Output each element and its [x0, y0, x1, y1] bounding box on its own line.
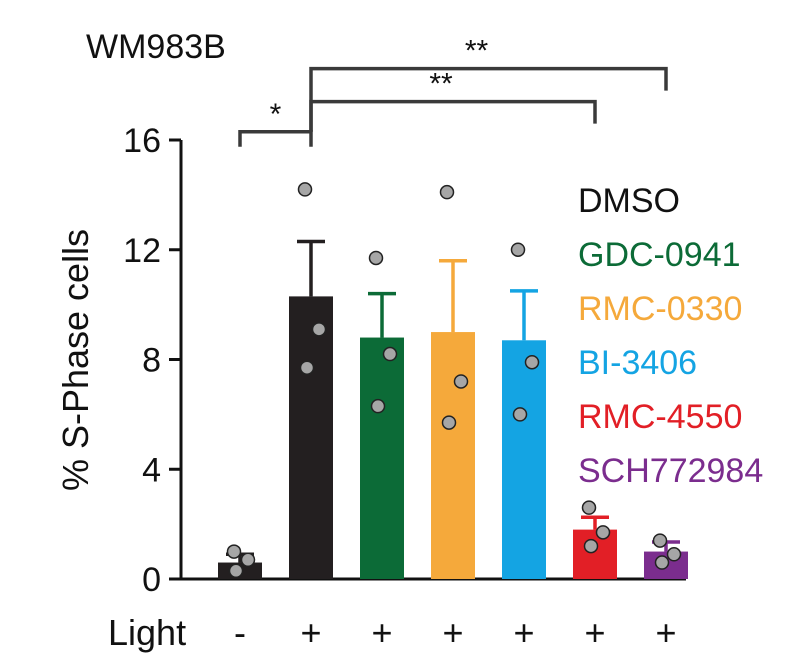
data-point-0-2	[228, 563, 244, 579]
data-point-0-0	[226, 544, 242, 559]
data-point-1-0	[297, 182, 313, 197]
significance-label-0: *	[270, 98, 282, 131]
data-point-3-1	[453, 374, 469, 389]
data-point-6-1	[666, 547, 682, 562]
legend-item-4: RMC-4550	[578, 398, 742, 436]
bar-1	[289, 296, 333, 579]
y-tick-label-2: 8	[142, 342, 161, 380]
significance-bracket-0	[238, 130, 313, 147]
data-point-6-0	[652, 533, 668, 548]
data-point-4-1	[524, 354, 540, 370]
x-axis-label: Light	[108, 612, 186, 653]
legend-item-3: BI-3406	[578, 344, 697, 382]
data-point-3-2	[441, 415, 457, 430]
data-point-2-0	[368, 250, 384, 266]
y-tick-label-1: 4	[142, 451, 161, 489]
data-point-4-2	[512, 407, 528, 422]
y-tick-label-3: 12	[123, 232, 161, 270]
significance-label-1: **	[429, 68, 453, 101]
light-marker-5: +	[584, 612, 605, 653]
data-point-2-2	[370, 398, 386, 414]
light-marker-4: +	[513, 612, 534, 653]
legend-item-5: SCH772984	[578, 452, 763, 490]
significance-label-2: **	[465, 35, 489, 68]
light-marker-0: -	[234, 612, 246, 653]
chart-title: WM983B	[86, 28, 226, 66]
significance-bracket-2	[309, 66, 668, 132]
light-marker-1: +	[300, 612, 321, 653]
bar-5	[573, 529, 617, 579]
data-point-1-1	[311, 322, 327, 337]
light-marker-3: +	[442, 612, 463, 653]
data-point-2-1	[382, 346, 398, 362]
data-point-6-2	[654, 555, 670, 570]
y-axis-label: % S-Phase cells	[55, 229, 96, 491]
legend-item-0: DMSO	[578, 182, 680, 220]
data-point-0-1	[240, 552, 256, 568]
bar-3	[431, 332, 475, 579]
data-point-1-2	[299, 360, 315, 375]
bar-2	[360, 337, 404, 579]
y-tick-label-4: 16	[123, 122, 161, 160]
significance-bracket-1	[309, 99, 597, 132]
data-point-5-1	[595, 525, 611, 540]
data-point-5-0	[581, 500, 597, 515]
data-point-5-2	[583, 538, 599, 554]
legend-item-1: GDC-0941	[578, 236, 741, 274]
y-tick-label-0: 0	[142, 561, 161, 599]
data-point-3-0	[439, 184, 455, 200]
light-marker-2: +	[371, 612, 392, 653]
legend-item-2: RMC-0330	[578, 290, 742, 328]
data-point-4-0	[510, 242, 526, 257]
light-marker-6: +	[655, 612, 676, 653]
bar-4	[502, 340, 546, 579]
